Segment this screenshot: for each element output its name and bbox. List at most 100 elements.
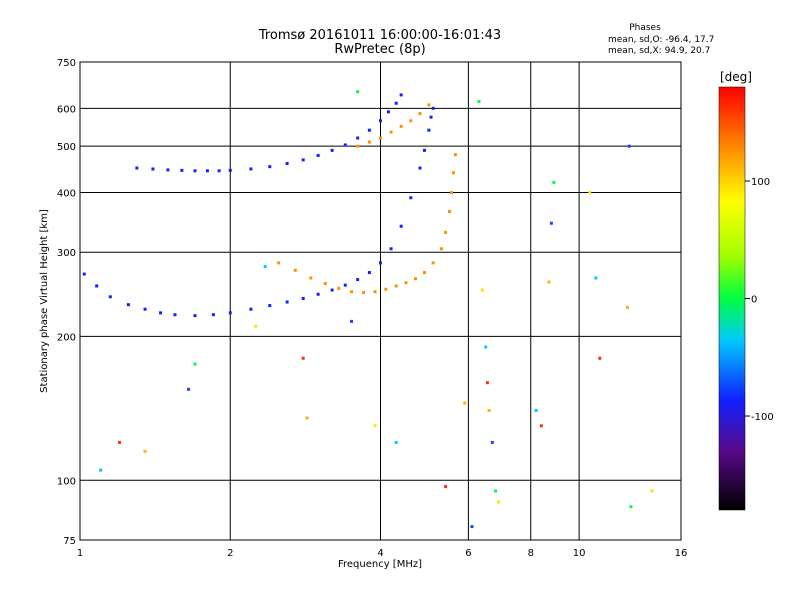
colorbar-ticks: -100 0 100	[745, 177, 774, 423]
data-point	[254, 324, 258, 328]
data-point	[404, 281, 408, 285]
data-point	[394, 440, 398, 444]
data-point	[343, 283, 347, 287]
data-point	[449, 190, 453, 194]
data-point	[211, 313, 215, 317]
data-point	[444, 485, 448, 489]
chart-title: Tromsø 20161011 16:00:00-16:01:43	[258, 28, 501, 43]
phases-title: Phases	[629, 23, 661, 33]
x-tick-label: 16	[675, 548, 688, 559]
data-point	[343, 143, 347, 147]
data-point	[108, 295, 112, 299]
y-axis-label: Stationary phase Virtual Height [km]	[39, 209, 50, 393]
data-point	[598, 356, 602, 360]
data-point	[228, 311, 232, 315]
y-tick-label: 75	[63, 536, 76, 547]
data-point	[379, 119, 382, 123]
data-point	[166, 168, 170, 172]
x-tick-label: 1	[77, 548, 83, 559]
data-point	[323, 282, 327, 286]
data-point	[82, 272, 86, 276]
data-point	[249, 307, 253, 311]
data-point	[477, 100, 481, 104]
data-point	[143, 449, 147, 453]
y-tick-label: 750	[57, 58, 76, 69]
data-point	[431, 261, 435, 265]
data-point	[422, 271, 426, 275]
x-axis-ticks: 1 2 4 6 8 10 16	[77, 548, 688, 559]
data-point	[444, 230, 448, 234]
data-point	[228, 168, 232, 172]
colorbar	[718, 86, 746, 511]
data-point	[367, 140, 371, 144]
y-tick-label: 100	[57, 476, 76, 487]
data-point	[497, 500, 501, 504]
data-point	[249, 167, 253, 171]
data-point	[356, 278, 360, 282]
data-point	[205, 169, 209, 173]
data-point	[487, 408, 491, 412]
data-point	[453, 153, 457, 157]
colorbar-label: [deg]	[720, 70, 752, 84]
data-point	[316, 154, 320, 158]
data-point	[625, 305, 629, 309]
data-point	[394, 101, 398, 105]
data-point	[427, 103, 431, 107]
colorbar-tick-label: 0	[751, 295, 757, 306]
data-point	[362, 291, 366, 295]
y-tick-label: 500	[57, 142, 76, 153]
data-point	[549, 221, 553, 225]
data-point	[440, 247, 444, 251]
x-tick-label: 6	[465, 548, 471, 559]
data-point	[451, 171, 455, 175]
data-point	[418, 112, 422, 116]
x-axis-label: Frequency [MHz]	[338, 559, 422, 570]
data-point	[373, 290, 377, 294]
data-point	[394, 284, 398, 288]
data-point	[309, 276, 313, 280]
data-point	[159, 311, 163, 315]
data-point	[193, 314, 197, 318]
data-point	[268, 165, 272, 169]
data-point	[99, 468, 103, 472]
data-point	[490, 440, 494, 444]
data-point	[301, 297, 305, 301]
data-point	[118, 440, 122, 444]
data-point	[301, 356, 305, 360]
data-point	[547, 280, 551, 284]
data-point	[629, 505, 633, 509]
y-tick-label: 400	[57, 188, 76, 199]
data-point	[534, 408, 538, 412]
echo-points	[82, 90, 654, 529]
data-point	[301, 158, 305, 162]
data-point	[594, 276, 598, 280]
y-tick-label: 200	[57, 332, 76, 343]
data-point	[413, 277, 417, 281]
data-point	[588, 190, 592, 194]
data-point	[389, 247, 393, 251]
data-point	[431, 106, 435, 110]
x-tick-label: 4	[377, 548, 383, 559]
data-point	[384, 287, 388, 291]
data-point	[367, 128, 371, 132]
x-tick-label: 2	[227, 548, 233, 559]
data-point	[409, 119, 413, 123]
data-point	[285, 161, 289, 165]
data-point	[448, 210, 452, 214]
data-point	[193, 362, 197, 366]
colorbar-tick-label: -100	[751, 412, 774, 423]
data-point	[367, 271, 371, 275]
data-point	[399, 93, 403, 97]
data-point	[337, 286, 341, 290]
data-point	[193, 169, 197, 173]
data-point	[173, 313, 177, 317]
data-point	[356, 144, 360, 148]
data-point	[627, 144, 631, 148]
data-point	[180, 168, 184, 172]
data-point	[480, 288, 484, 292]
data-point	[494, 489, 498, 493]
data-point	[305, 416, 309, 420]
data-point	[330, 288, 334, 292]
chart-subtitle: RwPretec (8p)	[334, 42, 425, 57]
